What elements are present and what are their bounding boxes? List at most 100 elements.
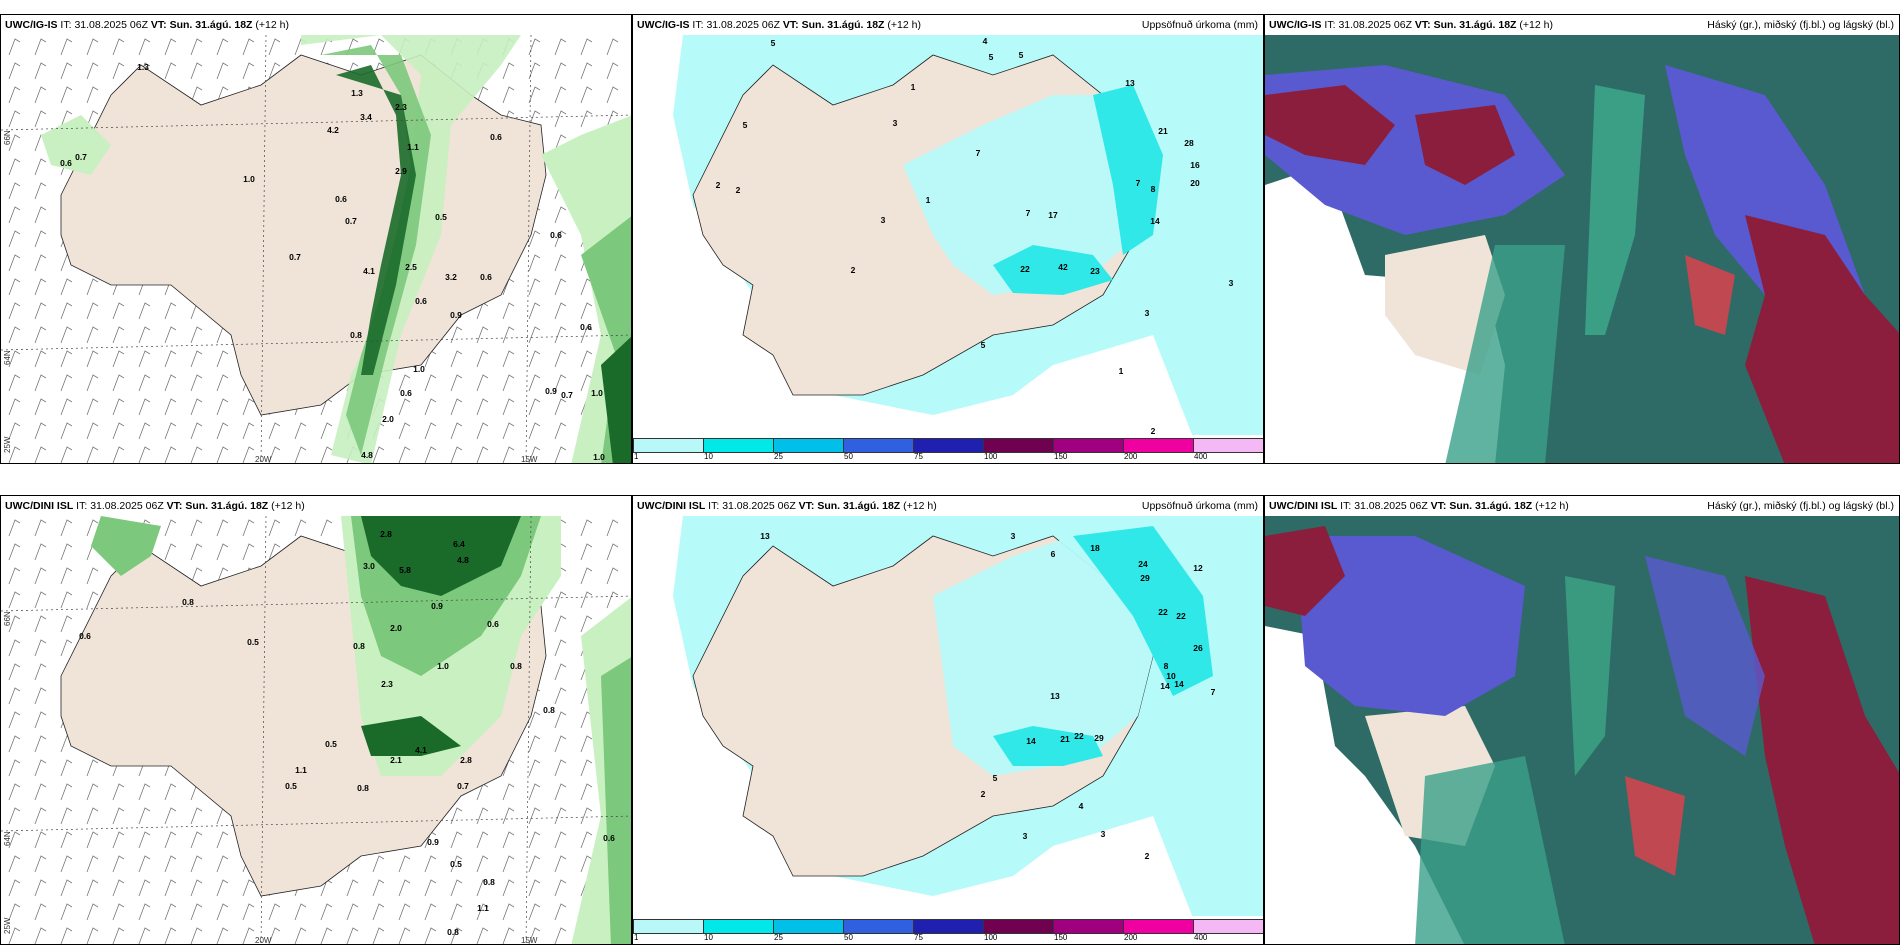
precip-value: 3 <box>1100 829 1106 839</box>
precip-value: 1 <box>1118 366 1124 376</box>
wind-value: 4.2 <box>327 125 339 135</box>
precip-value: 10 <box>1166 671 1176 681</box>
colorbar-label: 10 <box>704 933 713 942</box>
precip-map: 13 3 6 18 24 29 12 22 22 26 14 14 8 10 1… <box>633 516 1263 916</box>
wind-value: 0.7 <box>561 390 573 400</box>
precip-value: 2 <box>1150 426 1156 435</box>
precip-value: 5 <box>1018 50 1024 60</box>
precip-value: 3 <box>892 118 898 128</box>
wind-value: 0.6 <box>480 272 492 282</box>
precip-map-graphic <box>633 516 1263 916</box>
precip-value: 22 <box>1158 607 1168 617</box>
wind-map: 2.8 6.4 4.8 3.0 5.8 2.0 0.8 0.5 0.8 2.3 … <box>1 516 631 944</box>
wind-value: 1.0 <box>243 174 255 184</box>
colorbar-label: 200 <box>1124 452 1138 461</box>
precip-map: 5 4 5 5 3 1 7 7 2 3 5 2 1 2 13 21 28 16 … <box>633 35 1263 435</box>
wind-value: 0.7 <box>289 252 301 262</box>
precip-value: 4 <box>1078 801 1084 811</box>
colorbar-label: 25 <box>774 933 783 942</box>
precip-value: 5 <box>980 340 986 350</box>
precip-value: 18 <box>1090 543 1100 553</box>
colorbar-box <box>913 919 984 934</box>
wind-value: 1.0 <box>413 364 425 374</box>
wind-value: 0.7 <box>345 216 357 226</box>
cloud-map <box>1265 35 1899 463</box>
colorbar-box <box>983 919 1054 934</box>
product-title: Háský (gr.), miðský (fj.bl.) og lágský (… <box>1707 19 1894 31</box>
lat-label: 64N <box>3 350 12 365</box>
precip-value: 3 <box>1022 831 1028 841</box>
colorbar-box <box>1193 919 1263 934</box>
wind-value: 0.6 <box>415 296 427 306</box>
precip-value: 2 <box>715 180 721 190</box>
colorbar-box <box>633 919 704 934</box>
precip-value: 22 <box>1020 264 1030 274</box>
precip-value: 17 <box>1048 210 1058 220</box>
colorbar-label: 75 <box>914 933 923 942</box>
cloud-map-graphic <box>1265 35 1899 463</box>
wind-value: 0.5 <box>247 637 259 647</box>
colorbar-label: 50 <box>844 933 853 942</box>
precip-value: 2 <box>735 185 741 195</box>
precip-value: 42 <box>1058 262 1068 272</box>
wind-value: 3.2 <box>445 272 457 282</box>
wind-value: 0.8 <box>357 783 369 793</box>
precip-value: 21 <box>1158 126 1168 136</box>
colorbar-label: 200 <box>1124 933 1138 942</box>
wind-value: 4.8 <box>361 450 373 460</box>
panel-dini-wind: UWC/DINI ISL IT: 31.08.2025 06Z VT: Sun.… <box>0 495 632 945</box>
precip-value: 8 <box>1150 184 1156 194</box>
wind-value: 0.8 <box>447 927 459 937</box>
wind-value: 0.9 <box>431 601 443 611</box>
wind-value: 3.4 <box>360 112 372 122</box>
wind-value: 4.8 <box>457 555 469 565</box>
colorbar-box <box>983 438 1054 453</box>
colorbar-box <box>843 438 914 453</box>
wind-value: 2.0 <box>382 414 394 424</box>
precip-value: 1 <box>910 82 916 92</box>
precip-value: 7 <box>975 148 981 158</box>
precip-value: 7 <box>1135 178 1141 188</box>
precip-value: 14 <box>1150 216 1160 226</box>
colorbar-box <box>1123 438 1194 453</box>
precip-map-graphic <box>633 35 1263 435</box>
precip-value: 13 <box>760 531 770 541</box>
wind-value: 0.6 <box>487 619 499 629</box>
product-title: Uppsöfnuð úrkoma (mm) <box>1141 500 1258 512</box>
panel-ig-precip: UWC/IG-IS IT: 31.08.2025 06Z VT: Sun. 31… <box>632 14 1264 464</box>
wind-value: 2.0 <box>390 623 402 633</box>
precip-value: 20 <box>1190 178 1200 188</box>
wind-value: 0.6 <box>550 230 562 240</box>
wind-value: 0.5 <box>435 212 447 222</box>
wind-value: 0.6 <box>60 158 72 168</box>
wind-map-graphic <box>1 35 631 463</box>
colorbar-box <box>773 919 844 934</box>
colorbar-box <box>1053 919 1124 934</box>
precip-value: 14 <box>1160 681 1170 691</box>
product-title: Uppsöfnuð úrkoma (mm) <box>1141 19 1258 31</box>
wind-value: 0.6 <box>79 631 91 641</box>
panel-header: UWC/IG-IS IT: 31.08.2025 06Z VT: Sun. 31… <box>633 15 1263 35</box>
wind-value: 0.8 <box>353 641 365 651</box>
panel-header: UWC/DINI ISL IT: 31.08.2025 06Z VT: Sun.… <box>633 496 1263 516</box>
lat-label: 64N <box>3 831 12 846</box>
wind-value: 2.8 <box>380 529 392 539</box>
wind-map-graphic <box>1 516 631 944</box>
precip-value: 13 <box>1125 78 1135 88</box>
lon-label: 25W <box>3 917 12 934</box>
lon-label: 15W <box>521 455 538 463</box>
precip-value: 2 <box>980 789 986 799</box>
colorbar: 1 10 25 50 75 100 150 200 400 <box>633 435 1263 463</box>
wind-value: 2.9 <box>395 166 407 176</box>
colorbar-box <box>773 438 844 453</box>
colorbar-label: 75 <box>914 452 923 461</box>
wind-value: 1.0 <box>437 661 449 671</box>
wind-value: 0.9 <box>450 310 462 320</box>
panel-header: UWC/IG-IS IT: 31.08.2025 06Z VT: Sun. 31… <box>1265 15 1899 35</box>
wind-value: 6.4 <box>453 539 465 549</box>
precip-value: 3 <box>1228 278 1234 288</box>
wind-value: 1.3 <box>137 62 149 72</box>
cloud-map <box>1265 516 1899 944</box>
precip-value: 3 <box>1010 531 1016 541</box>
colorbar-label: 50 <box>844 452 853 461</box>
